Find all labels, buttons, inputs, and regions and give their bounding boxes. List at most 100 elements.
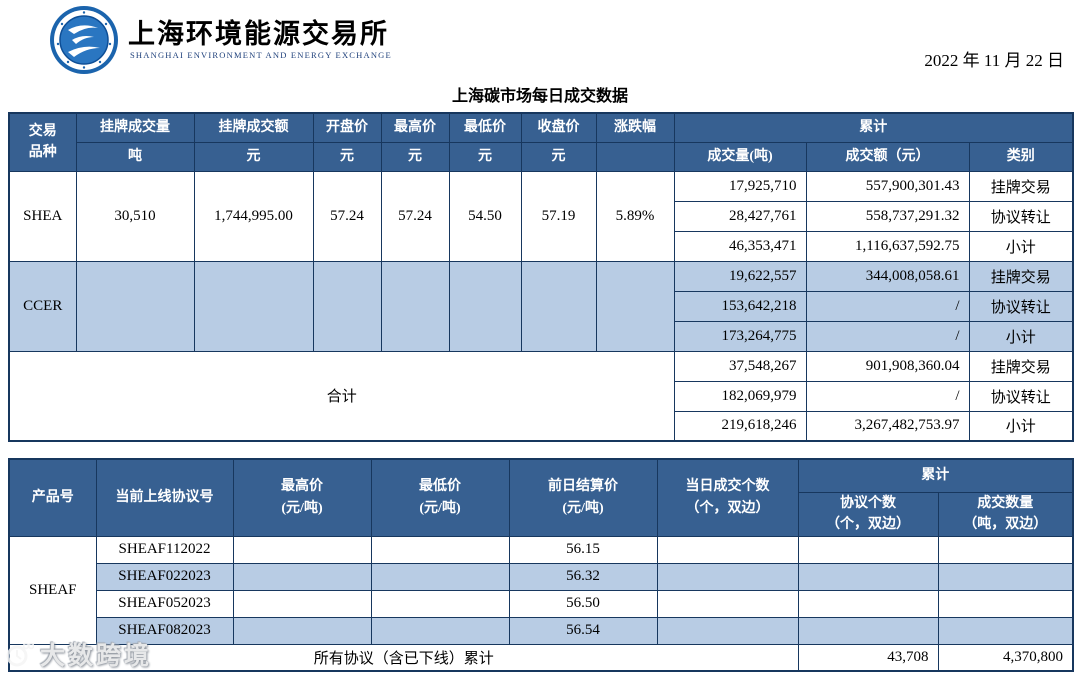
cell-ccer-cum-volume: 153,642,218 bbox=[673, 290, 807, 322]
cell-daily-deals-empty bbox=[656, 589, 799, 618]
cell-shea-open: 57.24 bbox=[312, 170, 382, 262]
th-trade-variety: 交易 品种 bbox=[8, 112, 77, 172]
page-title: 上海碳市场每日成交数据 bbox=[451, 88, 628, 105]
cell-f-low-empty bbox=[370, 616, 510, 645]
cell-all-contracts-count: 43,708 bbox=[797, 643, 939, 672]
cell-prev-settle: 56.32 bbox=[508, 562, 658, 591]
cell-f-high-empty bbox=[232, 616, 372, 645]
cell-ccer-high-empty bbox=[380, 260, 450, 352]
cell-all-contracts-label: 所有协议（含已下线）累计 bbox=[8, 643, 799, 672]
th-cum-deals: 协议个数 （个，双边） bbox=[797, 491, 939, 537]
th-daily-deals: 当日成交个数 （个，双边） bbox=[656, 458, 799, 537]
th-daily-deals-line1: 当日成交个数 bbox=[685, 479, 770, 495]
th-empty bbox=[595, 141, 675, 172]
th-low: 最低价 bbox=[448, 112, 522, 143]
document-date: 2022 年 11 月 22 日 bbox=[924, 51, 1064, 70]
th-f-low-line1: 最低价 bbox=[419, 479, 461, 495]
cell-ccer-close-empty bbox=[520, 260, 597, 352]
cell-total-cum-volume: 37,548,267 bbox=[673, 350, 807, 382]
cell-shea-high: 57.24 bbox=[380, 170, 450, 262]
th-cum-amount: 成交额（元） bbox=[805, 141, 970, 172]
cell-total-cum-amount: / bbox=[805, 380, 970, 412]
forward-products-table: 产品号 当前上线协议号 最高价 (元/吨) 最低价 (元/吨) 前日结算价 (元… bbox=[8, 458, 1074, 673]
cell-cum-deals-empty bbox=[797, 589, 939, 618]
th-listed-volume: 挂牌成交量 bbox=[75, 112, 195, 143]
cell-total-category: 协议转让 bbox=[968, 380, 1074, 412]
th-trade-variety-line2: 品种 bbox=[28, 145, 57, 161]
exchange-logo-icon bbox=[50, 6, 118, 74]
th-f-cumulative: 累计 bbox=[797, 458, 1074, 493]
th-f-low-line2: (元/吨) bbox=[419, 500, 461, 516]
cell-ccer-cum-amount: / bbox=[805, 320, 970, 352]
cell-f-high-empty bbox=[232, 535, 372, 564]
cell-shea-category: 协议转让 bbox=[968, 200, 1074, 232]
cell-prev-settle: 56.15 bbox=[508, 535, 658, 564]
th-unit-yuan: 元 bbox=[520, 141, 597, 172]
cell-ccer-category: 协议转让 bbox=[968, 290, 1074, 322]
cell-f-low-empty bbox=[370, 535, 510, 564]
cell-total-cum-amount: 3,267,482,753.97 bbox=[805, 410, 970, 442]
cell-ccer-category: 小计 bbox=[968, 320, 1074, 352]
th-product-id: 产品号 bbox=[8, 458, 97, 537]
cell-contract-code: SHEAF052023 bbox=[95, 589, 234, 618]
cell-shea-category: 小计 bbox=[968, 230, 1074, 262]
cell-cum-qty-empty bbox=[937, 589, 1074, 618]
th-open: 开盘价 bbox=[312, 112, 382, 143]
th-cum-deals-line1: 协议个数 bbox=[840, 495, 896, 511]
cell-product-group: SHEAF bbox=[8, 535, 97, 645]
cell-shea-change: 5.89% bbox=[595, 170, 675, 262]
th-f-low: 最低价 (元/吨) bbox=[370, 458, 510, 537]
th-f-high-line2: (元/吨) bbox=[281, 500, 323, 516]
cell-ccer-category: 挂牌交易 bbox=[968, 260, 1074, 292]
cell-contract-code: SHEAF022023 bbox=[95, 562, 234, 591]
cell-contract-code: SHEAF082023 bbox=[95, 616, 234, 645]
th-unit-yuan: 元 bbox=[312, 141, 382, 172]
cell-ccer-change-empty bbox=[595, 260, 675, 352]
th-close: 收盘价 bbox=[520, 112, 597, 143]
th-current-contract: 当前上线协议号 bbox=[95, 458, 234, 537]
th-f-high: 最高价 (元/吨) bbox=[232, 458, 372, 537]
th-unit-yuan: 元 bbox=[380, 141, 450, 172]
cell-ccer-cum-volume: 19,622,557 bbox=[673, 260, 807, 292]
th-prev-settle: 前日结算价 (元/吨) bbox=[508, 458, 658, 537]
cell-f-high-empty bbox=[232, 562, 372, 591]
cell-shea-volume: 30,510 bbox=[75, 170, 195, 262]
cell-total-cum-volume: 219,618,246 bbox=[673, 410, 807, 442]
cell-cum-qty-empty bbox=[937, 616, 1074, 645]
brand-name-en: SHANGHAI ENVIRONMENT AND ENERGY EXCHANGE bbox=[130, 50, 392, 60]
th-unit-yuan: 元 bbox=[193, 141, 314, 172]
th-cum-deals-line2: （个，双边） bbox=[826, 517, 910, 533]
cell-shea-low: 54.50 bbox=[448, 170, 522, 262]
cell-ccer-low-empty bbox=[448, 260, 522, 352]
th-prev-settle-line2: (元/吨) bbox=[562, 500, 604, 516]
th-f-high-line1: 最高价 bbox=[281, 479, 323, 495]
cell-cum-qty-empty bbox=[937, 562, 1074, 591]
cell-ccer-amount-empty bbox=[193, 260, 314, 352]
th-prev-settle-line1: 前日结算价 bbox=[548, 479, 618, 495]
th-high: 最高价 bbox=[380, 112, 450, 143]
cell-contract-code: SHEAF112022 bbox=[95, 535, 234, 564]
cell-f-low-empty bbox=[370, 562, 510, 591]
cell-total-category: 小计 bbox=[968, 410, 1074, 442]
cell-cum-deals-empty bbox=[797, 535, 939, 564]
brand-name-cn: 上海环境能源交易所 bbox=[128, 19, 389, 49]
daily-market-table: 交易 品种 挂牌成交量 挂牌成交额 开盘价 最高价 最低价 收盘价 涨跌幅 累计… bbox=[8, 112, 1075, 442]
cell-all-contracts-qty: 4,370,800 bbox=[937, 643, 1074, 672]
cell-shea-cum-volume: 46,353,471 bbox=[673, 230, 807, 262]
cell-variety-ccer: CCER bbox=[8, 260, 77, 352]
cell-shea-close: 57.19 bbox=[520, 170, 597, 262]
cell-prev-settle: 56.50 bbox=[508, 589, 658, 618]
cell-shea-cum-amount: 1,116,637,592.75 bbox=[805, 230, 970, 262]
cell-shea-cum-amount: 557,900,301.43 bbox=[805, 170, 970, 202]
cell-f-low-empty bbox=[370, 589, 510, 618]
th-listed-amount: 挂牌成交额 bbox=[193, 112, 314, 143]
cell-daily-deals-empty bbox=[656, 562, 799, 591]
cell-shea-cum-volume: 17,925,710 bbox=[673, 170, 807, 202]
cell-shea-cum-volume: 28,427,761 bbox=[673, 200, 807, 232]
cell-ccer-cum-volume: 173,264,775 bbox=[673, 320, 807, 352]
cell-cum-deals-empty bbox=[797, 562, 939, 591]
cell-ccer-volume-empty bbox=[75, 260, 195, 352]
cell-total-category: 挂牌交易 bbox=[968, 350, 1074, 382]
th-daily-deals-line2: （个，双边） bbox=[685, 500, 770, 516]
cell-ccer-open-empty bbox=[312, 260, 382, 352]
